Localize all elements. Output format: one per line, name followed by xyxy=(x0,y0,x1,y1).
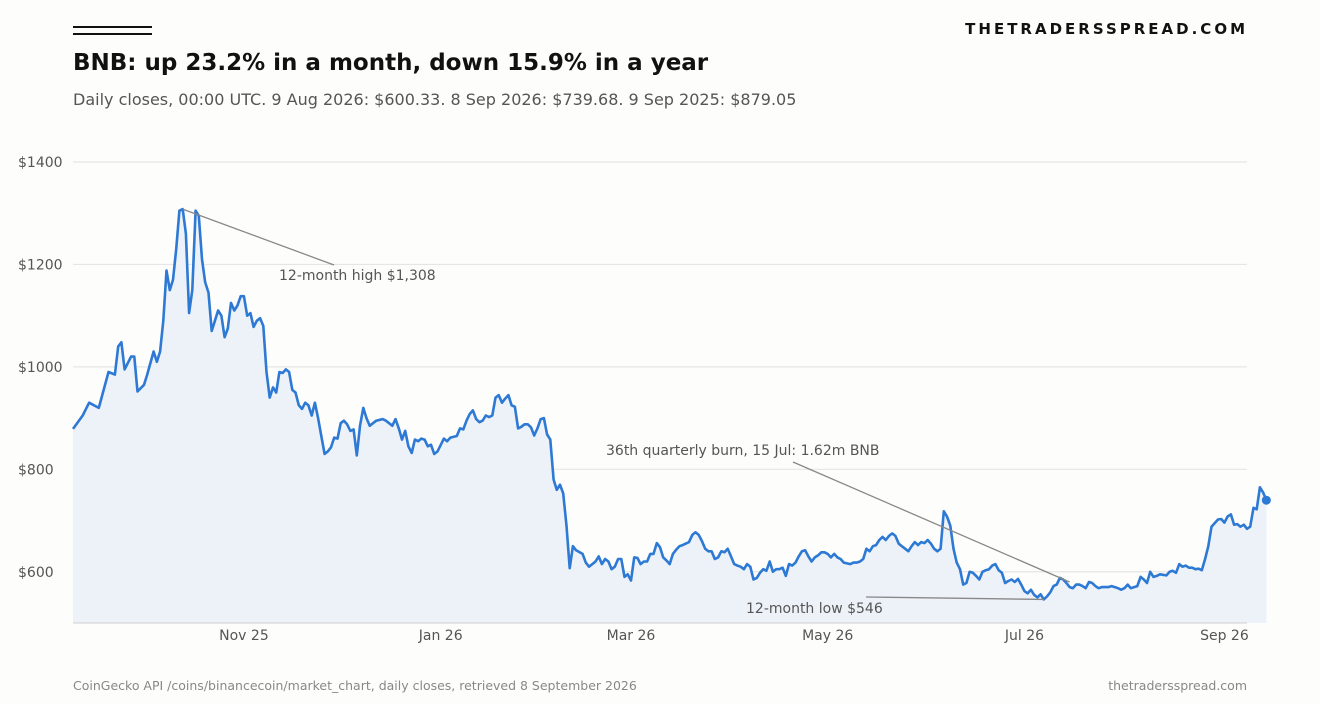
brand-wordmark[interactable]: THETRADERSSPREAD.COM xyxy=(965,20,1248,38)
x-tick-label: Jul 26 xyxy=(1004,628,1044,644)
x-tick-label: Jan 26 xyxy=(418,628,463,644)
y-tick-label: $1000 xyxy=(18,360,63,376)
x-tick-label: May 26 xyxy=(802,628,853,644)
header-rule-bottom xyxy=(73,33,152,35)
y-tick-label: $1200 xyxy=(18,257,63,273)
chart-subtitle: Daily closes, 00:00 UTC. 9 Aug 2026: $60… xyxy=(73,90,797,109)
annotation-leader-low xyxy=(865,596,1044,601)
header-rule-top xyxy=(73,26,152,28)
y-tick-label: $600 xyxy=(18,565,54,581)
x-tick-label: Sep 26 xyxy=(1200,628,1249,644)
x-tick-label: Mar 26 xyxy=(607,628,656,644)
latest-close-marker xyxy=(1261,495,1271,505)
annotation-burn-label: 36th quarterly burn, 15 Jul: 1.62m BNB xyxy=(606,443,880,459)
source-note: CoinGecko API /coins/binancecoin/market_… xyxy=(73,678,637,693)
price-area-fill xyxy=(73,209,1267,623)
price-line xyxy=(71,207,1268,601)
y-tick-label: $800 xyxy=(18,462,54,478)
annotation-leader-high xyxy=(182,208,335,266)
annotation-high-label: 12-month high $1,308 xyxy=(279,268,436,284)
y-axis-ticks: $600 $800 $1000 $1200 $1400 xyxy=(18,155,63,581)
y-tick-label: $1400 xyxy=(18,155,63,171)
annotation-low-label: 12-month low $546 xyxy=(746,601,883,617)
x-axis-ticks: Nov 25 Jan 26 Mar 26 May 26 Jul 26 Sep 26 xyxy=(219,628,1249,644)
annotations: 12-month high $1,308 36th quarterly burn… xyxy=(182,208,1070,617)
annotation-leader-burn xyxy=(792,461,1070,583)
x-tick-label: Nov 25 xyxy=(219,628,269,644)
chart-title: BNB: up 23.2% in a month, down 15.9% in … xyxy=(73,50,709,76)
footer-site-link[interactable]: thetradersspread.com xyxy=(1108,678,1247,693)
grid-lines xyxy=(73,161,1247,573)
